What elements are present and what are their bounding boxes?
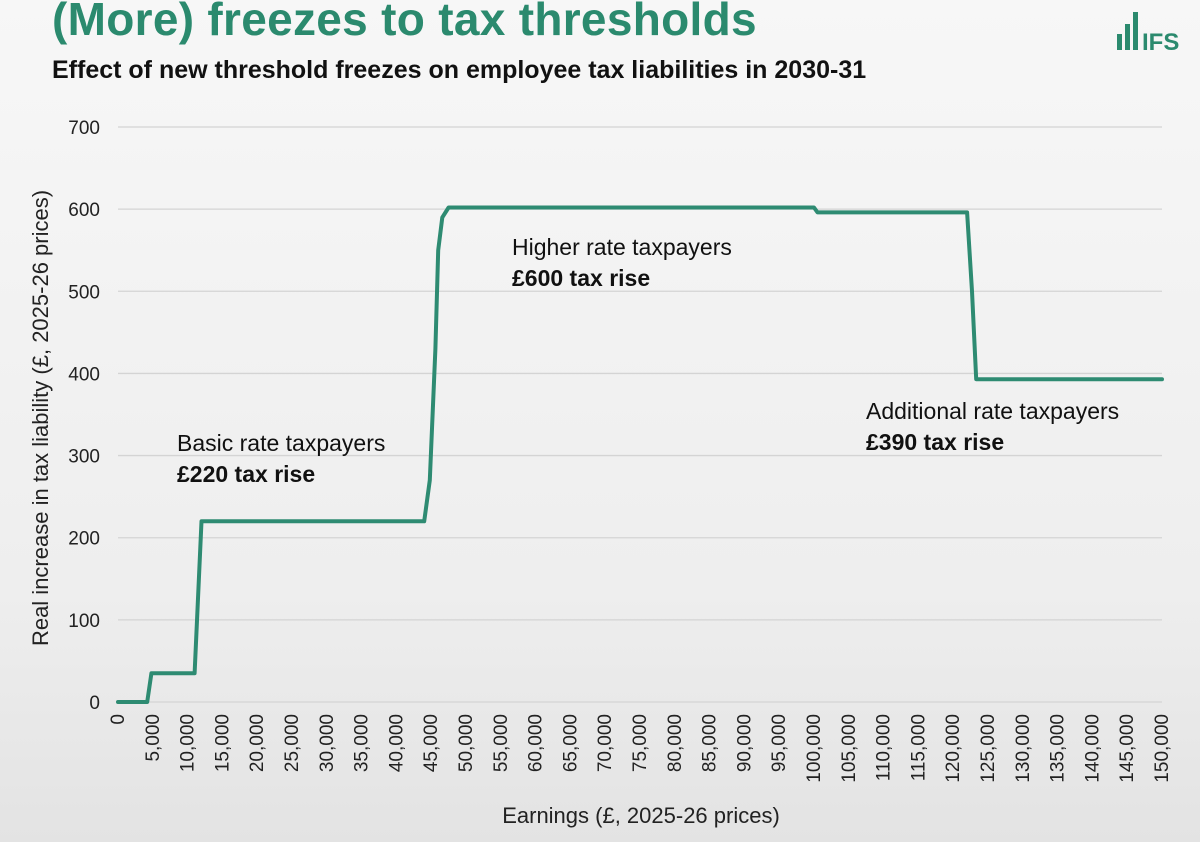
x-tick-label: 105,000 [839,714,860,783]
x-tick-label: 130,000 [1013,714,1034,783]
y-tick-label: 100 [68,611,100,632]
y-tick-label: 0 [89,693,100,714]
x-tick-label: 125,000 [978,714,999,783]
x-tick-label: 115,000 [908,714,929,781]
x-tick-label: 45,000 [421,714,442,772]
x-tick-label: 55,000 [491,714,512,772]
y-tick-label: 600 [68,200,100,221]
x-tick-label: 40,000 [386,714,407,772]
x-tick-label: 145,000 [1117,714,1138,783]
x-tick-label: 80,000 [665,714,686,772]
y-tick-label: 700 [68,118,100,139]
logo-text: IFS [1142,29,1179,52]
x-tick-label: 140,000 [1082,714,1103,783]
x-axis-ticks: 0 5,000 10,000 15,000 20,000 25,000 30,000 35,0… [108,714,1173,783]
annotation-basic-value: £220 tax rise [177,461,315,487]
y-tick-label: 500 [68,282,100,303]
x-tick-label: 20,000 [247,714,268,772]
x-tick-label: 75,000 [630,714,651,772]
x-tick-label: 10,000 [178,714,199,772]
series-line [116,205,1164,704]
x-tick-label: 90,000 [734,714,755,772]
annotation-additional-value: £390 tax rise [866,429,1004,455]
x-tick-label: 65,000 [560,714,581,772]
x-tick-label: 95,000 [769,714,790,772]
grid-lines [118,126,1162,703]
annotation-higher-value: £600 tax rise [512,265,650,291]
page-title: (More) freezes to tax thresholds [52,0,757,45]
chart-subtitle: Effect of new threshold freezes on emplo… [52,56,867,84]
series-layer [116,205,1164,704]
x-tick-label: 25,000 [282,714,303,772]
x-tick-label: 35,000 [352,714,373,772]
y-tick-label: 200 [68,529,100,550]
x-tick-label: 150,000 [1152,714,1173,783]
x-tick-label: 70,000 [595,714,616,772]
x-tick-label: 50,000 [456,714,477,772]
annotation-basic-label: Basic rate taxpayers [177,430,385,456]
x-tick-label: 85,000 [700,714,721,772]
x-tick-label: 100,000 [804,714,825,783]
x-axis-label: Earnings (£, 2025-26 prices) [502,803,780,828]
x-tick-label: 110,000 [874,714,895,781]
ifs-logo: IFS [1117,12,1179,52]
x-tick-label: 15,000 [212,714,233,772]
x-tick-label: 0 [108,714,129,725]
x-tick-label: 60,000 [526,714,547,772]
annotation-additional-label: Additional rate taxpayers [866,398,1119,424]
y-axis-ticks: 0 100 200 300 400 500 600 700 [68,118,100,714]
y-tick-label: 300 [68,447,100,468]
y-axis-label: Real increase in tax liability (£, 2025-… [28,190,53,646]
x-tick-label: 5,000 [143,714,164,762]
x-tick-label: 30,000 [317,714,338,772]
y-tick-label: 400 [68,364,100,385]
x-tick-label: 120,000 [943,714,964,783]
annotation-higher-label: Higher rate taxpayers [512,234,732,260]
x-tick-label: 135,000 [1048,714,1069,783]
